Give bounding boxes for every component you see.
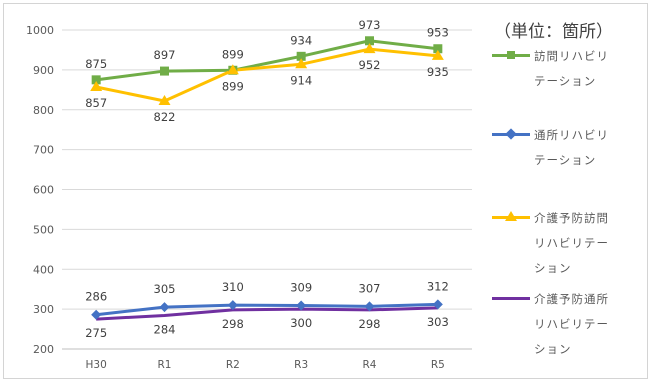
data-point <box>296 300 307 311</box>
y-tick-label: 600 <box>33 184 54 197</box>
x-tick-label: H30 <box>86 359 107 371</box>
legend-item: 訪問リハビリテーション <box>492 44 642 104</box>
series-line <box>95 39 439 82</box>
x-tick-label: R2 <box>226 359 240 371</box>
data-label: 822 <box>154 110 176 124</box>
data-label: 309 <box>290 281 312 295</box>
legend-label: 訪問リハビリテーション <box>534 49 609 88</box>
x-tick-label: R5 <box>431 359 445 371</box>
data-label: 952 <box>359 58 381 72</box>
series-line <box>96 306 438 321</box>
data-label: 298 <box>359 317 381 331</box>
data-label: 310 <box>222 280 244 294</box>
y-tick-label: 900 <box>33 64 54 77</box>
data-point <box>432 299 443 310</box>
data-point <box>91 309 102 320</box>
y-tick-label: 400 <box>33 263 54 276</box>
legend-line <box>492 297 530 300</box>
data-label: 284 <box>154 323 176 337</box>
legend-item: 介護予防通所リハビリテーション <box>492 287 642 356</box>
data-point <box>160 66 169 76</box>
data-point <box>90 81 103 92</box>
legend-label: 通所リハビリテーション <box>534 128 609 167</box>
legend-label: 介護予防訪問リハビリテーション <box>534 211 609 275</box>
legend-item: 介護予防訪問リハビリテーション <box>492 206 642 275</box>
data-point <box>226 64 239 75</box>
legend-label: 介護予防通所リハビリテーション <box>534 292 609 356</box>
legend-marker <box>505 128 517 140</box>
data-point <box>431 49 444 60</box>
x-tick-label: R4 <box>363 359 377 371</box>
data-label: 897 <box>154 48 176 62</box>
data-label: 953 <box>427 26 449 40</box>
legend-marker <box>507 51 515 59</box>
data-label: 914 <box>290 73 312 87</box>
data-label: 298 <box>222 317 244 331</box>
y-tick-label: 500 <box>33 223 54 236</box>
series-line <box>95 47 438 103</box>
legend-marker <box>505 211 517 221</box>
data-point <box>364 301 375 312</box>
data-point <box>227 300 238 311</box>
data-label: 934 <box>290 33 312 47</box>
data-label: 935 <box>427 65 449 79</box>
y-tick-label: 300 <box>33 303 54 316</box>
y-tick-label: 700 <box>33 144 54 157</box>
data-point <box>159 302 170 313</box>
data-label: 286 <box>85 290 107 304</box>
data-point <box>158 94 171 105</box>
data-label: 899 <box>222 47 244 61</box>
y-tick-label: 800 <box>33 104 54 117</box>
unit-label: （単位：箇所） <box>494 22 613 42</box>
x-tick-label: R1 <box>158 359 172 371</box>
data-point <box>295 58 308 69</box>
data-label: 875 <box>85 57 107 71</box>
data-point <box>296 51 306 61</box>
data-label: 312 <box>427 279 449 293</box>
data-point <box>91 75 101 85</box>
series-line <box>96 302 438 317</box>
legend-item: 通所リハビリテーション <box>492 123 642 183</box>
data-label: 973 <box>359 18 381 32</box>
chart-frame <box>3 3 648 379</box>
data-label: 899 <box>222 79 244 93</box>
x-tick-label: R3 <box>294 359 308 371</box>
data-label: 303 <box>427 315 449 329</box>
data-point <box>365 36 374 46</box>
data-point <box>363 43 376 54</box>
data-point <box>433 44 443 54</box>
data-label: 300 <box>290 316 312 330</box>
data-label: 275 <box>85 326 107 340</box>
data-label: 857 <box>85 96 107 110</box>
data-label: 307 <box>359 281 381 295</box>
y-tick-label: 200 <box>33 343 54 356</box>
y-tick-label: 1000 <box>26 24 54 37</box>
data-label: 305 <box>154 282 176 296</box>
